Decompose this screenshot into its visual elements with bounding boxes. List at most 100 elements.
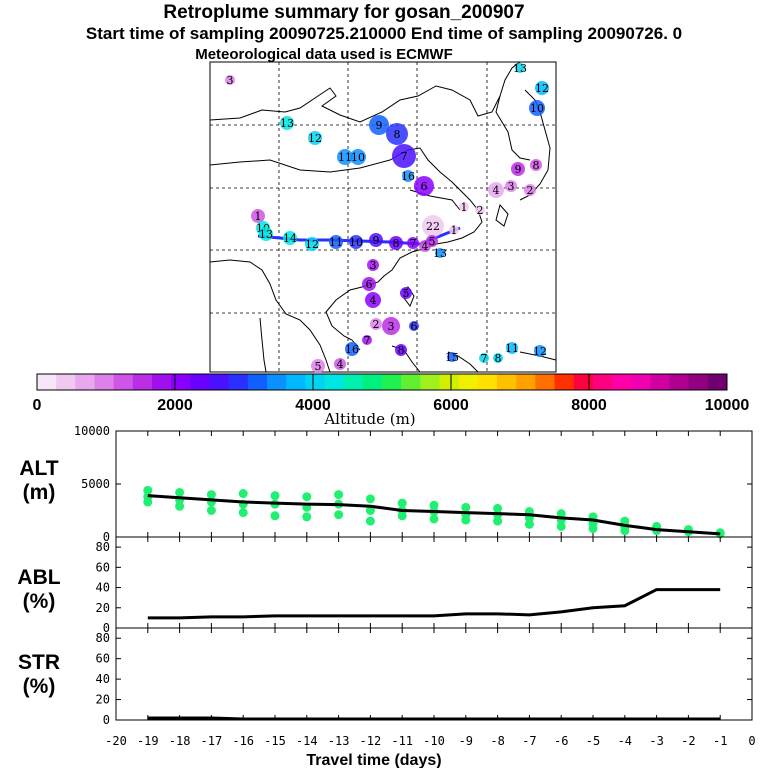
y-tick-label: 60 — [96, 652, 110, 666]
x-tick-label: -4 — [618, 734, 632, 748]
marker-dot — [251, 209, 265, 223]
marker-dot — [386, 123, 408, 145]
trajectory-marker: 1 — [459, 201, 469, 214]
altitude-point — [365, 506, 375, 515]
colorbar-tick-label: 8000 — [571, 397, 607, 414]
colorbar-cell — [382, 374, 402, 390]
marker-dot — [534, 345, 546, 357]
marker-day-label: 11 — [505, 342, 519, 355]
marker-dot — [369, 115, 389, 135]
x-tick-label: -1 — [713, 734, 727, 748]
colorbar-cell — [75, 374, 95, 390]
marker-dot — [367, 259, 379, 271]
marker-day-label: 12 — [308, 132, 322, 145]
trajectory-marker: 8 — [530, 159, 542, 172]
marker-dot — [362, 277, 376, 291]
x-tick-label: -8 — [490, 734, 504, 748]
trajectory-marker: 10 — [529, 100, 545, 116]
colorbar-tick-label: 2000 — [157, 397, 193, 414]
altitude-point — [143, 485, 153, 495]
trajectory-marker: 15 — [445, 351, 459, 364]
marker-day-label: 10 — [530, 102, 544, 115]
marker-dot — [280, 116, 294, 130]
marker-dot — [529, 100, 545, 116]
y-tick-label: 0 — [103, 621, 110, 635]
x-tick-label: -10 — [423, 734, 445, 748]
colorbar-cell — [324, 374, 345, 390]
colorbar-tick-label: 0 — [33, 397, 42, 414]
marker-day-label: 8 — [398, 344, 405, 357]
trajectory-marker: 7 — [392, 144, 416, 168]
marker-day-label: 6 — [421, 180, 428, 193]
altitude-point — [556, 521, 566, 531]
abl-frame — [115, 536, 753, 629]
x-tick-label: -6 — [554, 734, 568, 748]
y-tick-label: 10000 — [74, 424, 110, 438]
str-frame — [115, 627, 753, 721]
colorbar-cell — [420, 374, 440, 390]
str-line — [147, 716, 721, 721]
str-unit: (%) — [22, 675, 56, 698]
trajectory-marker: 1 — [449, 224, 459, 237]
colorbar-cell — [286, 374, 306, 390]
x-tick-label: -12 — [360, 734, 382, 748]
trajectory-marker: 12 — [308, 131, 322, 145]
colorbar-cell — [132, 374, 153, 390]
marker-dot — [329, 235, 343, 249]
marker-day-label: 13 — [280, 117, 294, 130]
marker-dot — [447, 352, 457, 362]
altitude-point — [461, 515, 471, 525]
marker-dot — [382, 317, 400, 335]
trajectory-marker: 6 — [409, 320, 419, 333]
marker-day-label: 15 — [445, 351, 459, 364]
altitude-point — [334, 490, 344, 500]
marker-day-label: 16 — [345, 343, 359, 356]
y-tick-label: 0 — [103, 713, 110, 727]
marker-day-label: 6 — [366, 278, 373, 291]
marker-dot — [409, 321, 419, 331]
marker-dot — [225, 75, 235, 85]
y-tick-label: 20 — [96, 601, 110, 615]
trajectory-marker: 11 — [337, 149, 353, 165]
colorbar-cell — [209, 374, 230, 390]
colorbar-cell — [247, 374, 268, 390]
marker-day-label: 7 — [401, 150, 408, 163]
trajectory-marker: 9 — [369, 115, 389, 135]
x-tick-label: -13 — [328, 734, 350, 748]
chart-title: Retroplume summary for gosan_200907 — [163, 2, 525, 23]
marker-day-label: 12 — [305, 238, 319, 251]
altitude-point — [588, 524, 598, 534]
y-tick-label: 20 — [96, 693, 110, 707]
marker-dot — [506, 342, 518, 354]
marker-dot — [407, 237, 419, 249]
alt-unit: (m) — [22, 481, 56, 504]
str-panel-label: STR (%) — [4, 651, 74, 699]
y-tick-label: 40 — [96, 581, 110, 595]
alt-label: ALT — [19, 457, 59, 480]
marker-dot — [422, 215, 444, 237]
marker-dot — [308, 131, 322, 145]
marker-day-label: 3 — [370, 259, 377, 272]
trajectory-marker: 5 — [426, 235, 438, 248]
colorbar-cell — [554, 374, 575, 390]
altitude-point — [365, 494, 375, 504]
altitude-point — [302, 512, 312, 522]
trajectory-marker: 7 — [362, 334, 372, 347]
marker-day-label: 1 — [461, 201, 468, 214]
colorbar-cell — [477, 374, 498, 390]
marker-dot — [493, 353, 503, 363]
marker-day-label: 2 — [477, 204, 484, 217]
marker-dot — [535, 81, 549, 95]
x-tick-label: -5 — [586, 734, 600, 748]
trajectory-marker: 8 — [386, 123, 408, 145]
marker-day-label: 11 — [329, 236, 343, 249]
altitude-point — [175, 501, 185, 511]
marker-day-label: 10 — [349, 236, 363, 249]
colorbar-tick-label: 10000 — [705, 397, 750, 414]
altitude-panel: 0 5000 10000 — [74, 424, 753, 544]
marker-day-label: 1 — [451, 224, 458, 237]
y-tick-label: 40 — [96, 672, 110, 686]
altitude-point — [429, 500, 439, 510]
